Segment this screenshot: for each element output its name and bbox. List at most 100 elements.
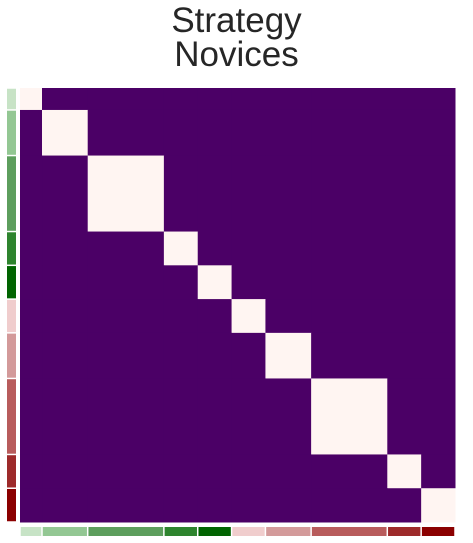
row-group-strip bbox=[7, 232, 16, 265]
heatmap-cell bbox=[311, 88, 388, 111]
heatmap-cell bbox=[197, 88, 233, 111]
heatmap-cell bbox=[87, 155, 165, 233]
heatmap-cell bbox=[20, 378, 43, 455]
heatmap-cell bbox=[311, 231, 388, 266]
heatmap-cell bbox=[197, 378, 233, 455]
heatmap-cell bbox=[163, 231, 199, 266]
row-group-strip bbox=[7, 88, 16, 110]
row-group-strip bbox=[7, 488, 16, 522]
heatmap-cell bbox=[87, 299, 165, 334]
heatmap-cell bbox=[197, 454, 233, 489]
column-group-strip bbox=[311, 527, 387, 536]
heatmap-cell bbox=[387, 299, 422, 334]
heatmap-cell bbox=[387, 454, 422, 489]
heatmap-cell bbox=[87, 488, 165, 523]
heatmap-cell bbox=[387, 88, 422, 111]
heatmap-cell bbox=[197, 332, 233, 379]
row-group-strip bbox=[7, 156, 16, 231]
column-group-strip bbox=[232, 527, 265, 536]
heatmap-cell bbox=[42, 88, 89, 111]
heatmap-cell bbox=[421, 231, 456, 266]
heatmap-cell bbox=[265, 488, 312, 523]
heatmap-cell bbox=[87, 332, 165, 379]
heatmap-cell bbox=[265, 88, 312, 111]
column-group-strip bbox=[388, 527, 421, 536]
heatmap-cell bbox=[265, 155, 312, 233]
heatmap-cell bbox=[421, 155, 456, 233]
heatmap-cell bbox=[20, 332, 43, 379]
row-group-strip bbox=[7, 266, 16, 299]
heatmap-cell bbox=[42, 332, 89, 379]
row-group-strip bbox=[7, 110, 16, 155]
column-group-strip bbox=[42, 527, 87, 536]
heatmap-cell bbox=[42, 231, 89, 266]
heatmap-cell bbox=[20, 109, 43, 157]
heatmap-cell bbox=[311, 454, 388, 489]
heatmap-cell bbox=[265, 332, 312, 379]
row-group-strip bbox=[7, 455, 16, 488]
heatmap-cell bbox=[311, 488, 388, 523]
heatmap-cell bbox=[387, 109, 422, 157]
heatmap-cell bbox=[197, 231, 233, 266]
column-group-strip bbox=[164, 527, 197, 536]
heatmap-cell bbox=[87, 231, 165, 266]
heatmap-cell bbox=[42, 378, 89, 455]
heatmap-cell bbox=[197, 299, 233, 334]
heatmap-cell bbox=[265, 265, 312, 300]
heatmap-cell bbox=[231, 109, 266, 157]
chart-title-line-2: Novices bbox=[174, 35, 299, 74]
heatmap-cell bbox=[421, 454, 456, 489]
heatmap-cell bbox=[20, 454, 43, 489]
heatmap-cell bbox=[197, 265, 233, 300]
heatmap-cell bbox=[311, 265, 388, 300]
heatmap-cell bbox=[387, 155, 422, 233]
heatmap-cell bbox=[163, 488, 199, 523]
heatmap-cell bbox=[421, 265, 456, 300]
heatmap-cell bbox=[311, 299, 388, 334]
row-group-strip bbox=[7, 299, 16, 333]
heatmap-cell bbox=[387, 332, 422, 379]
column-group-strip bbox=[20, 527, 42, 536]
heatmap-cell bbox=[311, 109, 388, 157]
heatmap-cell bbox=[387, 265, 422, 300]
heatmap-cell bbox=[20, 231, 43, 266]
heatmap-cell bbox=[265, 109, 312, 157]
heatmap-cell bbox=[163, 109, 199, 157]
row-group-strip bbox=[7, 379, 16, 454]
heatmap-cell bbox=[265, 378, 312, 455]
chart-title: Strategy Novices bbox=[0, 0, 473, 72]
heatmap-cell bbox=[311, 332, 388, 379]
row-group-strip bbox=[7, 333, 16, 378]
heatmap-cell bbox=[231, 155, 266, 233]
heatmap-cell bbox=[231, 378, 266, 455]
column-group-strip bbox=[266, 527, 311, 536]
heatmap-cell bbox=[87, 109, 165, 157]
heatmap-cell bbox=[87, 88, 165, 111]
heatmap-cell bbox=[421, 109, 456, 157]
heatmap-cell bbox=[87, 265, 165, 300]
heatmap-cell bbox=[421, 488, 456, 523]
heatmap-cell bbox=[42, 299, 89, 334]
heatmap-cell bbox=[20, 488, 43, 523]
heatmap-cell bbox=[20, 155, 43, 233]
heatmap-cell bbox=[231, 454, 266, 489]
heatmap-cell bbox=[42, 488, 89, 523]
heatmap-cell bbox=[197, 109, 233, 157]
heatmap-cell bbox=[387, 378, 422, 455]
heatmap-cell bbox=[42, 109, 89, 157]
heatmap-cell bbox=[231, 265, 266, 300]
column-group-strip bbox=[421, 527, 455, 536]
heatmap-cell bbox=[197, 155, 233, 233]
heatmap-cell bbox=[163, 332, 199, 379]
heatmap-cell bbox=[20, 299, 43, 334]
heatmap-cell bbox=[163, 454, 199, 489]
heatmap-cell bbox=[311, 155, 388, 233]
heatmap-cell bbox=[231, 88, 266, 111]
heatmap-cell bbox=[231, 332, 266, 379]
column-group-strip bbox=[88, 527, 164, 536]
heatmap-cell bbox=[231, 231, 266, 266]
heatmap-cell bbox=[265, 454, 312, 489]
heatmap-cell bbox=[163, 299, 199, 334]
heatmap-cell bbox=[163, 155, 199, 233]
